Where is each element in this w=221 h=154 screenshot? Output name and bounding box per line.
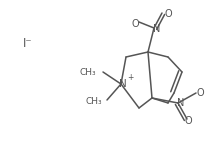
- Text: O: O: [196, 88, 204, 98]
- Text: N: N: [177, 98, 185, 108]
- Text: N: N: [153, 24, 161, 34]
- Text: N: N: [119, 79, 127, 89]
- Text: O: O: [131, 19, 139, 29]
- Text: I⁻: I⁻: [23, 36, 33, 49]
- Text: CH₃: CH₃: [79, 67, 96, 77]
- Text: O: O: [184, 116, 192, 126]
- Text: +: +: [127, 73, 133, 81]
- Text: CH₃: CH₃: [85, 97, 102, 107]
- Text: O: O: [164, 9, 172, 19]
